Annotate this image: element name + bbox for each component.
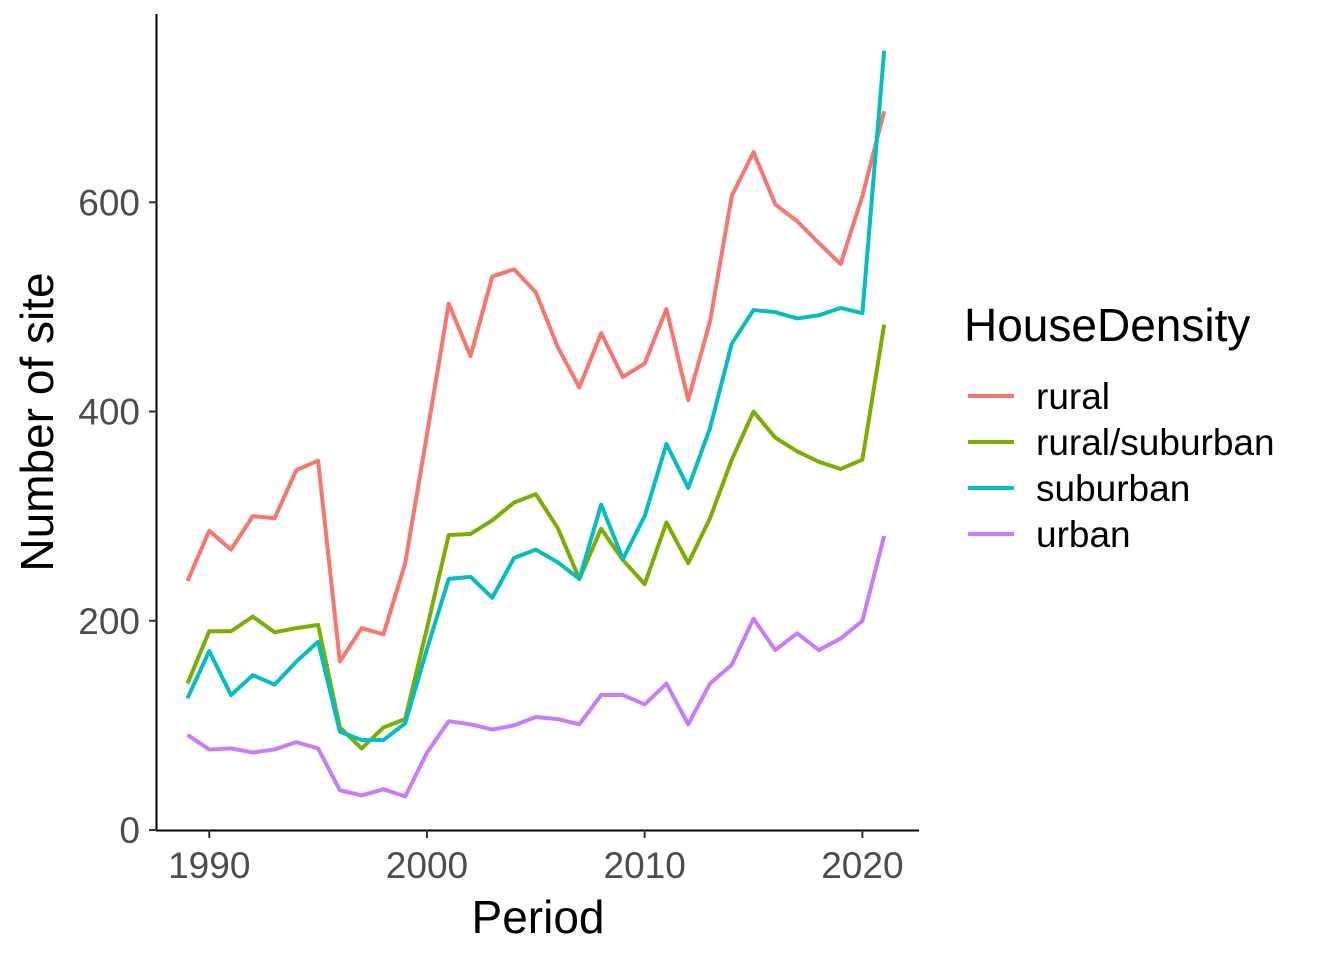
x-axis-title: Period [472, 891, 605, 943]
y-axis-title: Number of site [11, 272, 63, 571]
y-tick-label: 200 [78, 601, 140, 642]
series-line-urban [186, 535, 887, 799]
legend-label-suburban: suburban [1036, 468, 1190, 509]
x-tick-label: 1990 [168, 845, 250, 886]
legend-label-urban: urban [1036, 514, 1131, 555]
y-tick-label: 0 [119, 810, 140, 851]
legend-title: HouseDensity [964, 299, 1250, 351]
x-tick-label: 2010 [604, 845, 686, 886]
legend-label-rural-suburban: rural/suburban [1036, 422, 1275, 463]
series-line-suburban [185, 50, 887, 743]
legend: rural rural/suburban suburban urban [968, 376, 1275, 555]
x-tick-label: 2020 [821, 845, 903, 886]
legend-label-rural: rural [1036, 376, 1110, 417]
axis-ticks: 1990 2000 2010 2020 0 200 400 600 [78, 182, 903, 886]
y-tick-label: 600 [78, 182, 140, 223]
x-tick-label: 2000 [386, 845, 468, 886]
y-tick-label: 400 [78, 392, 140, 433]
plot-area [185, 50, 887, 799]
series-line-rural-suburban [185, 324, 887, 751]
series-line-rural [185, 110, 887, 664]
